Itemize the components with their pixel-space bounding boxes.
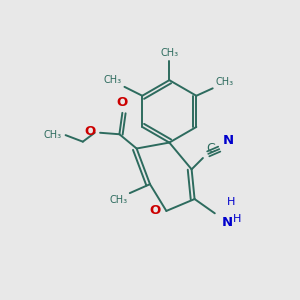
- Text: H: H: [232, 214, 241, 224]
- Text: CH₃: CH₃: [109, 195, 128, 205]
- Text: N: N: [223, 134, 234, 147]
- Text: O: O: [117, 96, 128, 109]
- Text: H: H: [227, 197, 236, 207]
- Text: CH₃: CH₃: [104, 75, 122, 85]
- Text: CH₃: CH₃: [44, 130, 62, 140]
- Text: N: N: [222, 216, 233, 229]
- Text: CH₃: CH₃: [160, 48, 178, 58]
- Text: C: C: [206, 142, 214, 155]
- Text: O: O: [149, 204, 160, 217]
- Text: CH₃: CH₃: [215, 77, 233, 87]
- Text: O: O: [85, 125, 96, 138]
